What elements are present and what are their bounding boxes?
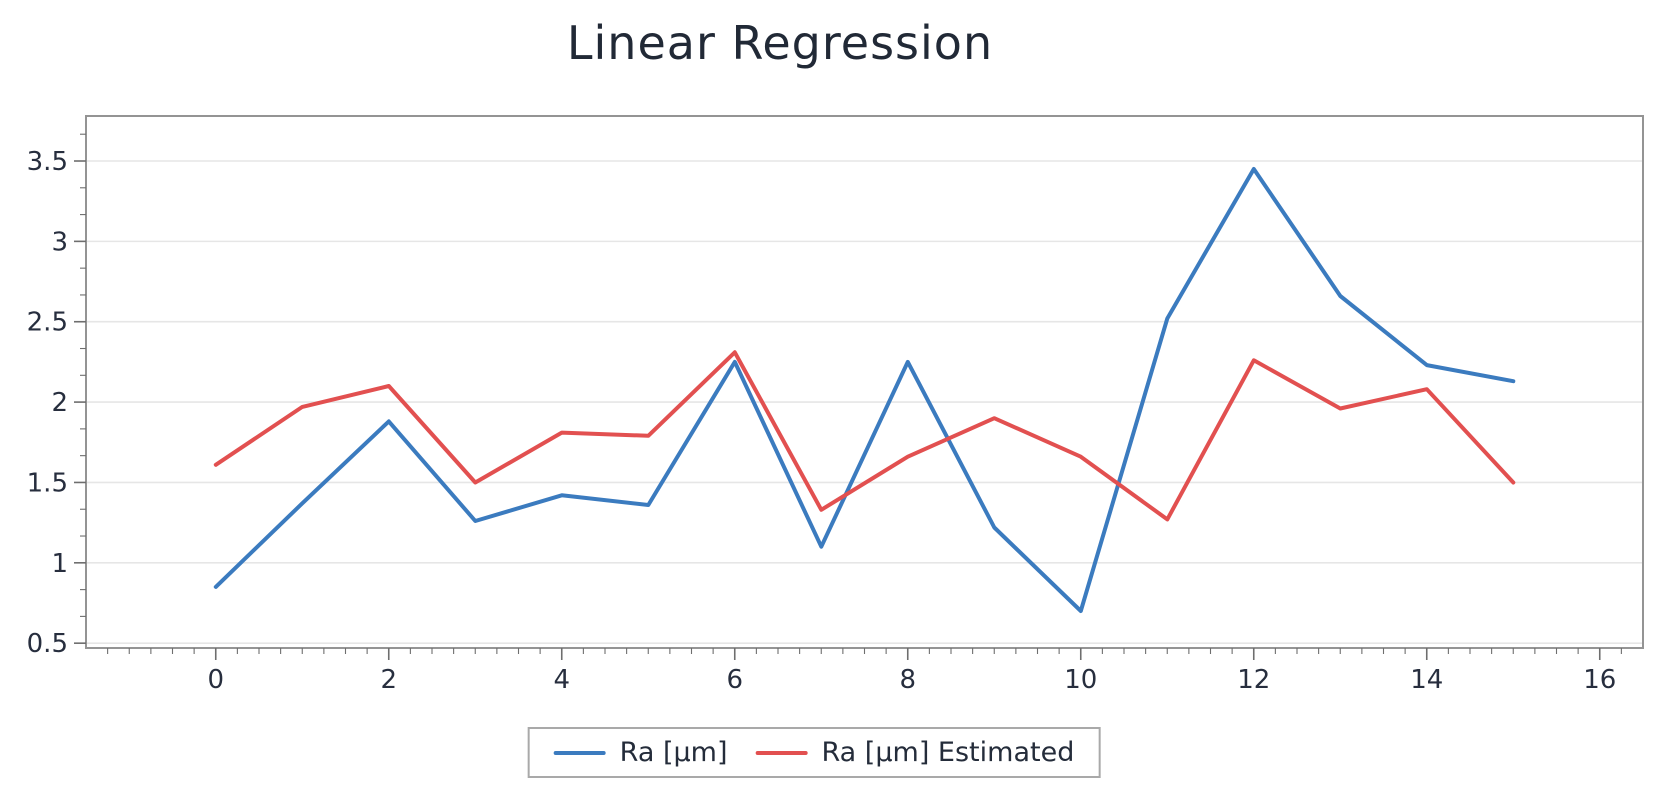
y-tick-labels: 0.5 1 1.5 2 2.5 3 3.5 bbox=[27, 147, 68, 659]
legend-label-ra: Ra [μm] bbox=[619, 737, 728, 768]
svg-text:1.5: 1.5 bbox=[27, 468, 68, 498]
x-minor-ticks bbox=[107, 648, 1622, 654]
series-line-0 bbox=[213, 167, 1516, 613]
svg-text:6: 6 bbox=[726, 665, 743, 695]
svg-text:2: 2 bbox=[380, 665, 397, 695]
x-ticks bbox=[214, 648, 1601, 660]
svg-text:2: 2 bbox=[51, 388, 68, 418]
legend-item-ra-estimated: Ra [μm] Estimated bbox=[755, 737, 1075, 768]
svg-text:3.5: 3.5 bbox=[27, 147, 68, 177]
svg-text:12: 12 bbox=[1237, 665, 1270, 695]
plot-border bbox=[85, 115, 1644, 649]
svg-text:4: 4 bbox=[553, 665, 570, 695]
legend-line-sample-red bbox=[755, 750, 808, 755]
svg-text:10: 10 bbox=[1064, 665, 1097, 695]
svg-text:3: 3 bbox=[51, 227, 68, 257]
svg-text:0.5: 0.5 bbox=[27, 629, 68, 659]
chart-title: Linear Regression bbox=[566, 16, 994, 70]
svg-text:2.5: 2.5 bbox=[27, 308, 68, 338]
x-tick-labels: 0 2 4 6 8 10 12 14 16 bbox=[207, 665, 1616, 695]
svg-text:1: 1 bbox=[51, 549, 68, 579]
y-ticks bbox=[74, 160, 86, 644]
svg-text:0: 0 bbox=[207, 665, 224, 695]
legend-label-ra-estimated: Ra [μm] Estimated bbox=[821, 737, 1075, 768]
svg-text:16: 16 bbox=[1583, 665, 1616, 695]
svg-text:8: 8 bbox=[899, 665, 916, 695]
legend-item-ra: Ra [μm] bbox=[553, 737, 728, 768]
series-line-1 bbox=[213, 350, 1516, 522]
y-minor-ticks bbox=[80, 133, 86, 617]
svg-text:14: 14 bbox=[1410, 665, 1443, 695]
legend-line-sample-blue bbox=[553, 750, 606, 755]
legend: Ra [μm] Ra [μm] Estimated bbox=[527, 727, 1101, 778]
